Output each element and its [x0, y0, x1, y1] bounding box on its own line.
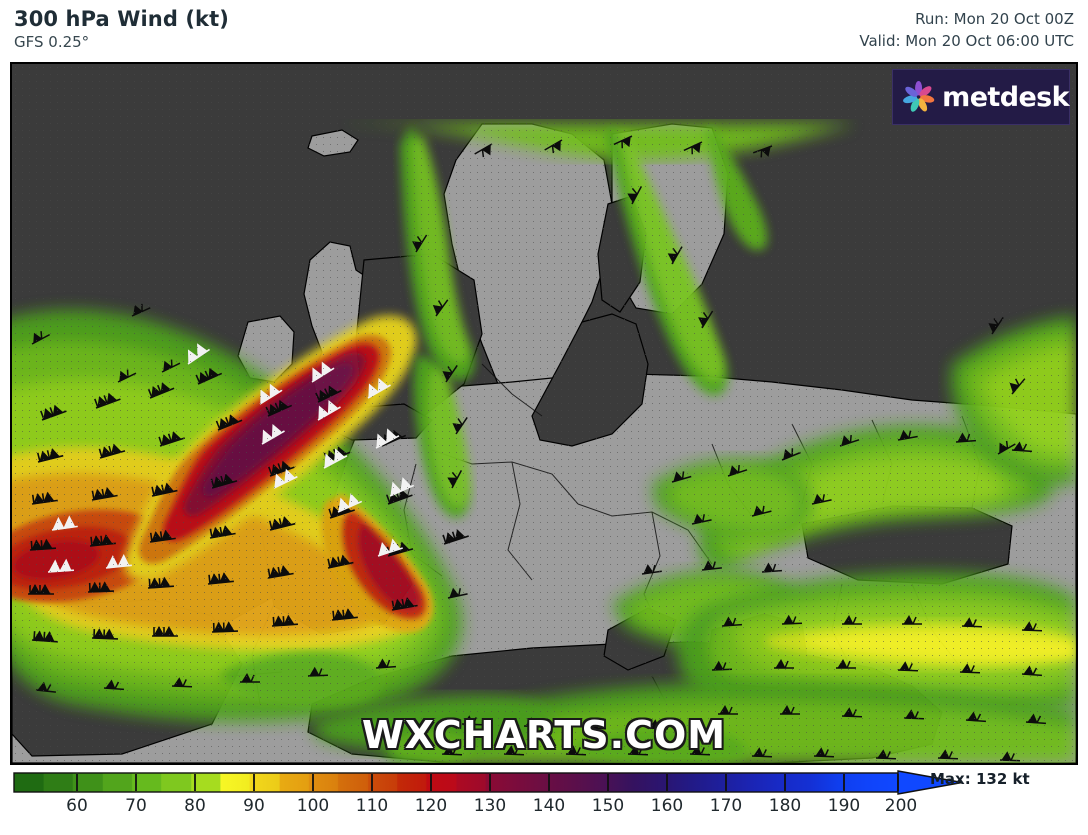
header-right-block: Run: Mon 20 Oct 00Z Valid: Mon 20 Oct 06…: [859, 8, 1074, 52]
model-subtitle: GFS 0.25°: [14, 33, 90, 51]
colorbar-tick-150: 150: [591, 796, 625, 816]
colorbar-tick-80: 80: [184, 796, 206, 816]
colorbar-tick-200: 200: [884, 796, 918, 816]
colorbar-tick-100: 100: [296, 796, 330, 816]
colorbar-tick-110: 110: [355, 796, 389, 816]
colorbar-tick-130: 130: [473, 796, 507, 816]
colorbar-tick-90: 90: [243, 796, 265, 816]
colorbar-tick-60: 60: [66, 796, 88, 816]
colorbar-tick-120: 120: [414, 796, 448, 816]
map-svg: [12, 64, 1076, 763]
run-timestamp: Run: Mon 20 Oct 00Z: [915, 10, 1074, 28]
colorbar-tick-160: 160: [650, 796, 684, 816]
colorbar[interactable]: 60 70 80 90 100 110 120 130 140 150 160 …: [0, 768, 1088, 835]
colorbar-tick-labels: 60 70 80 90 100 110 120 130 140 150 160 …: [0, 796, 1088, 822]
metdesk-logo-text: metdesk: [942, 81, 1069, 113]
colorbar-tick-140: 140: [532, 796, 566, 816]
colorbar-gradient: [13, 770, 963, 795]
max-value-label: Max: 132 kt: [930, 770, 1030, 788]
colorbar-tick-70: 70: [125, 796, 147, 816]
metdesk-pinwheel-icon: [903, 81, 935, 112]
chart-header: 300 hPa Wind (kt) GFS 0.25° Run: Mon 20 …: [0, 0, 1088, 62]
header-left-block: 300 hPa Wind (kt) GFS 0.25°: [14, 6, 229, 52]
map-canvas: [12, 64, 1076, 763]
colorbar-tick-170: 170: [709, 796, 743, 816]
colorbar-tick-190: 190: [827, 796, 861, 816]
valid-timestamp: Valid: Mon 20 Oct 06:00 UTC: [859, 32, 1074, 50]
page-title: 300 hPa Wind (kt): [14, 7, 229, 31]
colorbar-tick-180: 180: [768, 796, 802, 816]
weather-map[interactable]: metdesk WXCHARTS.COM: [10, 62, 1078, 765]
metdesk-logo[interactable]: metdesk: [892, 69, 1070, 125]
